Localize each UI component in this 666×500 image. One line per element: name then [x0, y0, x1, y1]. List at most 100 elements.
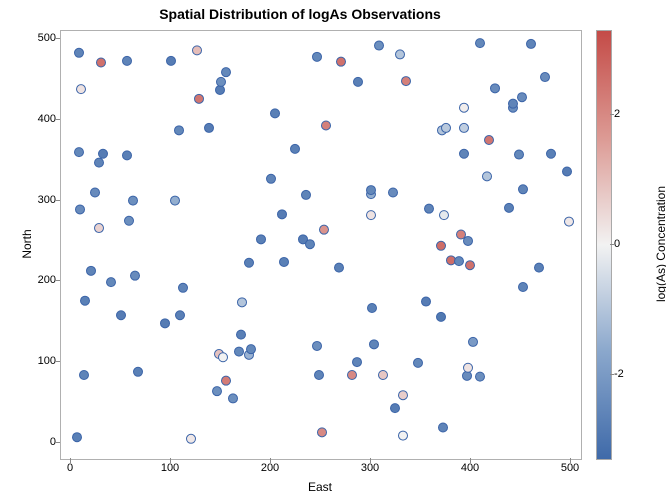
- y-tick-mark: [55, 361, 60, 362]
- data-point: [460, 123, 469, 132]
- data-point: [439, 423, 448, 432]
- colorbar-tick: 0: [614, 238, 620, 250]
- y-tick: 400: [16, 113, 56, 125]
- data-point: [80, 371, 89, 380]
- data-point: [485, 136, 494, 145]
- data-point: [565, 217, 574, 226]
- data-point: [280, 257, 289, 266]
- data-point: [167, 56, 176, 65]
- data-point: [315, 371, 324, 380]
- data-point: [97, 58, 106, 67]
- data-point: [117, 311, 126, 320]
- data-point: [313, 52, 322, 61]
- data-point: [318, 428, 327, 437]
- x-tick: 500: [561, 462, 579, 474]
- data-point: [455, 257, 464, 266]
- x-tick-mark: [270, 458, 271, 463]
- colorbar-canvas: [597, 31, 611, 459]
- data-point: [75, 48, 84, 57]
- data-point: [466, 261, 475, 270]
- y-tick-mark: [55, 200, 60, 201]
- data-point: [505, 203, 514, 212]
- data-point: [476, 39, 485, 48]
- data-point: [402, 77, 411, 86]
- data-point: [91, 188, 100, 197]
- colorbar-tick-mark: [610, 114, 614, 115]
- colorbar: [596, 30, 612, 460]
- data-point: [195, 94, 204, 103]
- data-point: [535, 263, 544, 272]
- data-point: [161, 319, 170, 328]
- colorbar-tick-mark: [610, 374, 614, 375]
- scatter-chart: Spatial Distribution of logAs Observatio…: [0, 0, 666, 500]
- data-point: [95, 158, 104, 167]
- data-point: [193, 46, 202, 55]
- y-tick: 100: [16, 355, 56, 367]
- data-point: [563, 167, 572, 176]
- x-tick-mark: [70, 458, 71, 463]
- colorbar-label: log(As) Concentration: [654, 30, 666, 458]
- data-point: [335, 263, 344, 272]
- data-point: [238, 298, 247, 307]
- y-tick-mark: [55, 119, 60, 120]
- plot-frame: [60, 30, 582, 460]
- data-point: [179, 283, 188, 292]
- data-point: [229, 394, 238, 403]
- y-tick: 200: [16, 274, 56, 286]
- data-point: [222, 376, 231, 385]
- data-point: [219, 353, 228, 362]
- data-point: [125, 216, 134, 225]
- data-point: [216, 85, 225, 94]
- x-tick: 100: [161, 462, 179, 474]
- data-point: [87, 266, 96, 275]
- data-point: [245, 258, 254, 267]
- x-tick: 200: [261, 462, 279, 474]
- data-point: [518, 93, 527, 102]
- data-point: [131, 271, 140, 280]
- data-point: [123, 56, 132, 65]
- data-point: [129, 196, 138, 205]
- data-point: [306, 240, 315, 249]
- data-point: [476, 372, 485, 381]
- data-point: [213, 387, 222, 396]
- data-point: [519, 185, 528, 194]
- data-point: [440, 211, 449, 220]
- data-point: [547, 149, 556, 158]
- data-point: [222, 68, 231, 77]
- data-point: [76, 205, 85, 214]
- x-axis-label: East: [60, 480, 580, 494]
- data-point: [469, 337, 478, 346]
- x-tick: 300: [361, 462, 379, 474]
- data-point: [267, 174, 276, 183]
- data-point: [95, 224, 104, 233]
- y-tick-mark: [55, 442, 60, 443]
- data-point: [291, 144, 300, 153]
- data-point: [370, 340, 379, 349]
- data-point: [391, 404, 400, 413]
- data-point: [99, 149, 108, 158]
- chart-title: Spatial Distribution of logAs Observatio…: [0, 6, 600, 22]
- plot-canvas: [61, 31, 581, 459]
- y-tick: 500: [16, 32, 56, 44]
- data-point: [337, 57, 346, 66]
- data-point: [123, 151, 132, 160]
- data-point: [437, 241, 446, 250]
- data-point: [320, 225, 329, 234]
- x-tick-mark: [370, 458, 371, 463]
- data-point: [460, 103, 469, 112]
- y-tick-mark: [55, 38, 60, 39]
- data-point: [437, 312, 446, 321]
- x-tick-mark: [470, 458, 471, 463]
- data-point: [302, 190, 311, 199]
- data-point: [171, 196, 180, 205]
- data-point: [77, 85, 86, 94]
- data-point: [107, 278, 116, 287]
- data-point: [422, 297, 431, 306]
- x-tick: 0: [67, 462, 73, 474]
- data-point: [187, 434, 196, 443]
- data-point: [527, 39, 536, 48]
- data-point: [134, 367, 143, 376]
- data-point: [460, 149, 469, 158]
- x-tick-mark: [170, 458, 171, 463]
- data-point: [235, 347, 244, 356]
